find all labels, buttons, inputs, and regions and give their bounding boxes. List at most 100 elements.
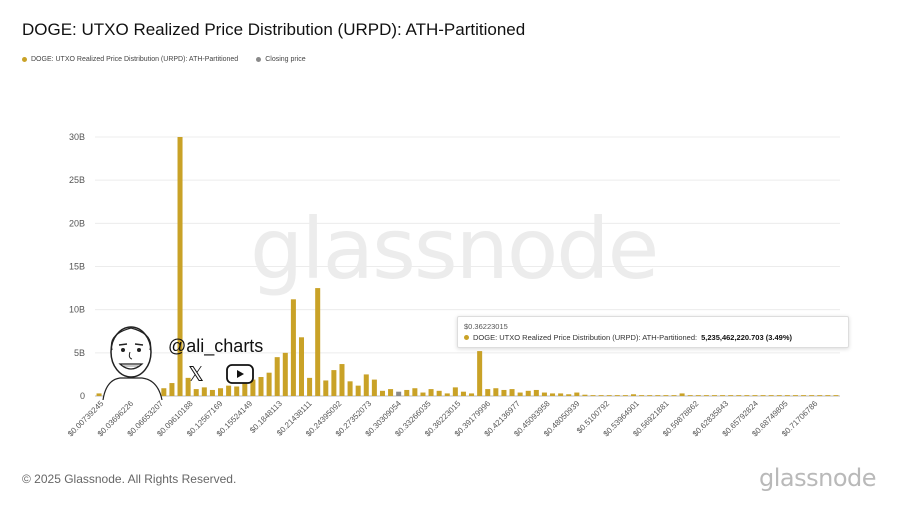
bar [250, 379, 256, 396]
bar [776, 395, 782, 396]
legend-label-closing-price: Closing price [265, 56, 306, 63]
y-tick-label: 10B [69, 305, 85, 315]
y-tick-label: 25B [69, 175, 85, 185]
bar [201, 387, 207, 396]
bar [671, 395, 677, 396]
bar [420, 392, 426, 396]
bar [298, 337, 305, 396]
bar [784, 395, 790, 396]
copyright-footer: © 2025 Glassnode. All Rights Reserved. [22, 472, 237, 486]
legend-dot-urpd [22, 57, 27, 62]
bar [825, 395, 831, 396]
author-overlay: @ali_charts 𝕏 [98, 320, 278, 400]
y-tick-label: 30B [69, 132, 85, 142]
bar [663, 395, 669, 396]
legend-label-urpd: DOGE: UTXO Realized Price Distribution (… [31, 56, 239, 63]
bar [590, 395, 596, 396]
legend-item-closing-price[interactable]: Closing price [256, 56, 306, 63]
tooltip-price: $0.36223015 [464, 322, 508, 331]
legend-dot-closing-price [256, 57, 262, 62]
bar [792, 395, 798, 396]
bar [687, 395, 693, 396]
y-tick-label: 5B [74, 348, 85, 358]
bar [630, 394, 637, 396]
bar [574, 392, 580, 396]
chart-title: DOGE: UTXO Realized Price Distribution (… [22, 20, 526, 39]
bar [703, 395, 709, 396]
cartoon-avatar-icon [102, 326, 163, 400]
bar [711, 395, 717, 396]
bar [452, 387, 458, 396]
bar [760, 395, 766, 396]
bar [177, 137, 183, 396]
bar [266, 372, 272, 396]
y-tick-label: 0 [80, 391, 85, 401]
bar [307, 377, 313, 396]
bar [234, 386, 240, 396]
bar [679, 393, 685, 396]
bar [517, 392, 523, 396]
bar [622, 395, 628, 396]
bar [242, 383, 248, 396]
bar [647, 395, 653, 396]
bar [339, 364, 345, 396]
bar [614, 395, 620, 396]
bar [509, 389, 515, 396]
bar [290, 299, 296, 396]
legend-item-urpd[interactable]: DOGE: UTXO Realized Price Distribution (… [22, 56, 238, 63]
chart-tooltip: $0.36223015 DOGE: UTXO Realized Price Di… [457, 316, 849, 348]
bar [226, 385, 232, 396]
bar [582, 394, 588, 396]
bar [485, 389, 491, 396]
bar [355, 385, 361, 396]
author-handle: @ali_charts [168, 336, 264, 356]
bar [282, 352, 288, 396]
bar [315, 288, 321, 396]
tooltip-value: 5,235,462,220.703 (3.49%) [701, 333, 792, 342]
bar [655, 395, 661, 396]
bar [493, 388, 499, 396]
bar [363, 374, 369, 396]
bar [639, 395, 645, 396]
bar [550, 393, 556, 396]
bar [274, 357, 280, 396]
bar [695, 395, 701, 396]
bar [606, 395, 612, 396]
bar [541, 392, 547, 396]
bar [436, 390, 442, 396]
bar [558, 393, 564, 396]
bar [161, 388, 167, 396]
bar [388, 389, 394, 396]
tooltip-row: DOGE: UTXO Realized Price Distribution (… [464, 333, 792, 342]
glassnode-logo: glassnode [758, 464, 877, 492]
bar [598, 395, 604, 396]
y-tick-label: 20B [69, 218, 85, 228]
bar [460, 391, 466, 396]
bar [736, 395, 742, 396]
bar [809, 395, 815, 396]
bar [444, 393, 450, 396]
bar [218, 388, 224, 396]
bar [185, 377, 191, 396]
bar [396, 391, 402, 396]
chart-legend: DOGE: UTXO Realized Price Distribution (… [22, 56, 306, 63]
bar [833, 395, 839, 396]
x-logo-icon: 𝕏 [188, 362, 205, 386]
bar [258, 377, 264, 396]
bar [533, 389, 539, 396]
bar [193, 389, 199, 396]
bar [404, 389, 410, 396]
bar [720, 395, 726, 396]
bar [428, 389, 434, 396]
bar [501, 389, 507, 396]
bar [169, 383, 175, 396]
bar [379, 390, 385, 396]
bar [331, 370, 337, 396]
bar [768, 395, 774, 396]
bar [817, 395, 823, 396]
bar [525, 390, 531, 396]
bar [566, 394, 572, 396]
bar [209, 389, 215, 396]
bar [477, 351, 483, 396]
